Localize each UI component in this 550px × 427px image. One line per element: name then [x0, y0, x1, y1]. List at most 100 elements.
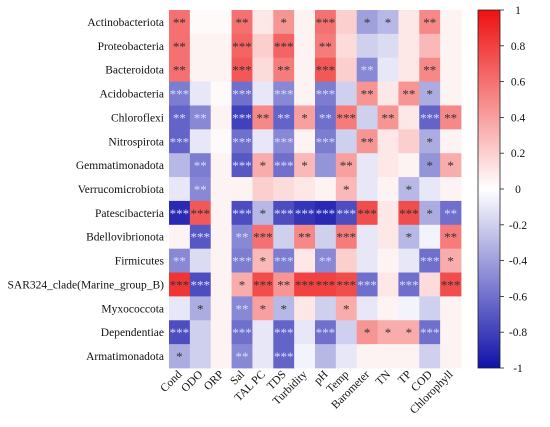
heatmap-cell: [356, 272, 378, 297]
heatmap-cell: [294, 248, 316, 273]
heatmap-cell: [335, 105, 358, 130]
heatmap-cell: [440, 344, 462, 369]
heatmap-cell: [252, 248, 274, 273]
heatmap-cell: [252, 153, 274, 178]
heatmap-cell: [398, 177, 420, 202]
heatmap-cell: [273, 296, 295, 321]
heatmap-cell: [273, 344, 295, 369]
row-label: Myxococcota: [101, 303, 164, 315]
heatmap-cell: [252, 105, 274, 130]
heatmap-cell: [169, 248, 191, 273]
heatmap-cell: [315, 57, 337, 82]
heatmap-cell: [189, 248, 212, 273]
row-label: Patescibacteria: [95, 208, 164, 220]
heatmap-cell: [252, 81, 274, 106]
significance-marker: **: [277, 277, 290, 292]
colorbar-tick-label: 0.8: [511, 41, 526, 53]
row-label: Firmicutes: [115, 256, 165, 268]
heatmap-cell: [377, 10, 399, 35]
heatmap-cell: [398, 224, 420, 250]
heatmap-cell: [335, 224, 358, 250]
heatmap-cell: [252, 129, 274, 154]
heatmap-cell: [398, 10, 420, 35]
heatmap-cell: [210, 200, 232, 226]
heatmap-cell: [252, 33, 274, 59]
heatmap-cell: [335, 177, 358, 202]
significance-marker: ***: [316, 63, 336, 78]
colorbar-tick-label: -0.8: [509, 327, 527, 339]
significance-marker: ***: [441, 277, 461, 292]
heatmap-cell: [210, 344, 232, 369]
heatmap-cell: [377, 248, 399, 273]
row-label: Bdellovibrionota: [86, 232, 164, 244]
significance-marker: *: [176, 349, 183, 364]
significance-marker: **: [173, 63, 186, 78]
heatmap-cell: [440, 153, 462, 178]
significance-marker: ***: [191, 277, 211, 292]
significance-marker: *: [301, 110, 308, 125]
heatmap-cell: [315, 248, 337, 273]
heatmap-cell: [189, 81, 212, 106]
heatmap-cell: [315, 10, 337, 35]
heatmap-cell: [231, 57, 253, 82]
significance-marker: **: [236, 301, 249, 316]
row-label: Actinobacteriota: [87, 17, 164, 29]
heatmap-cell: [210, 105, 232, 130]
heatmap-cell: [419, 248, 441, 273]
heatmap-cell: [189, 10, 212, 35]
significance-marker: **: [402, 87, 415, 102]
significance-marker: *: [301, 158, 308, 173]
heatmap-cell: [335, 248, 358, 273]
colorbar-tick-label: 0.2: [511, 148, 526, 160]
significance-marker: ***: [316, 15, 336, 30]
heatmap-cell: [377, 344, 399, 369]
heatmap-cell: [419, 344, 441, 369]
heatmap-cell: [377, 129, 399, 154]
heatmap-cell: [252, 272, 274, 297]
heatmap-cell: [273, 33, 295, 59]
significance-marker: ***: [253, 230, 273, 245]
heatmap-cell: [335, 129, 358, 154]
heatmap-cell: [189, 200, 212, 226]
heatmap-cell: [294, 272, 316, 297]
heatmap-cell: [294, 296, 316, 321]
heatmap-cell: [294, 344, 316, 369]
heatmap-cell: [419, 129, 441, 154]
heatmap-cell: [273, 153, 295, 178]
heatmap-cell: [231, 272, 253, 297]
heatmap-cell: [231, 129, 253, 154]
heatmap-cell: [169, 177, 191, 202]
row-label: Nitrospirota: [108, 136, 164, 148]
heatmap-cell: [419, 320, 441, 345]
heatmap-cell: [169, 129, 191, 154]
heatmap-cell: [294, 153, 316, 178]
heatmap-cell: [440, 10, 462, 35]
heatmap-cell: [294, 57, 316, 82]
heatmap-cell: [294, 224, 316, 250]
heatmap-cell: [335, 320, 358, 345]
significance-marker: **: [361, 134, 374, 149]
heatmap-cell: [294, 81, 316, 106]
heatmap-cell: [398, 248, 420, 273]
heatmap-cell: [315, 272, 337, 297]
heatmap-cell: [231, 177, 253, 202]
heatmap-cell: [335, 57, 358, 82]
heatmap-cell: [169, 344, 191, 369]
heatmap-cell: [210, 57, 232, 82]
significance-marker: *: [260, 254, 267, 269]
heatmap-cell: [189, 344, 212, 369]
significance-marker: **: [236, 349, 249, 364]
significance-marker: ***: [337, 110, 357, 125]
row-label: Gemmatimonadota: [76, 160, 164, 172]
heatmap-cell: [273, 272, 295, 297]
significance-marker: **: [319, 254, 332, 269]
heatmap-cell: [377, 200, 399, 226]
heatmap-cell: [169, 81, 191, 106]
significance-marker: ***: [170, 87, 190, 102]
heatmap-cell: [169, 296, 191, 321]
heatmap-cell: [377, 57, 399, 82]
significance-marker: ***: [274, 87, 294, 102]
heatmap-cell: [169, 272, 191, 297]
heatmap-cell: [377, 33, 399, 59]
significance-marker: ***: [316, 87, 336, 102]
